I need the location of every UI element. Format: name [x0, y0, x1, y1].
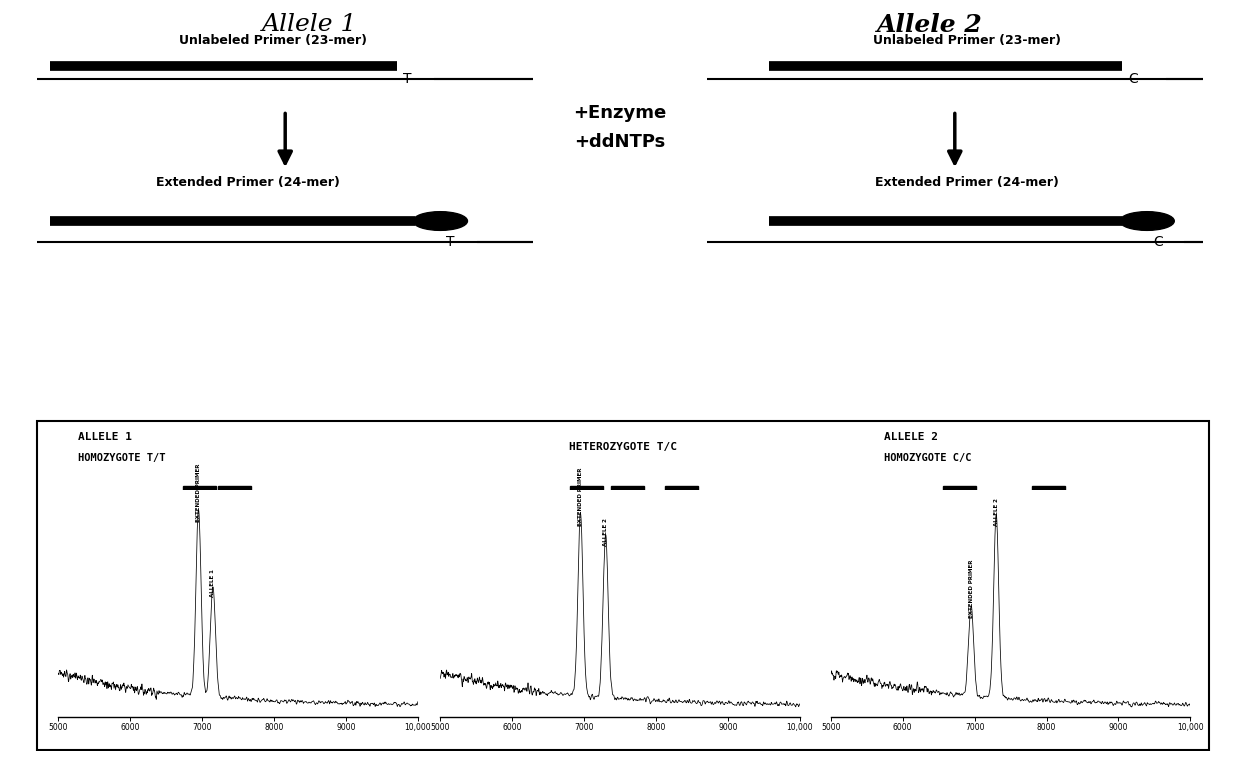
Text: ALLELE 2: ALLELE 2 — [884, 433, 937, 442]
Text: Extended Primer (24-mer): Extended Primer (24-mer) — [156, 176, 340, 190]
Text: Allele 2: Allele 2 — [877, 13, 983, 36]
Circle shape — [413, 212, 467, 231]
Text: ALLELE 1: ALLELE 1 — [211, 569, 216, 597]
Text: C: C — [1128, 71, 1138, 86]
Text: T: T — [403, 71, 412, 86]
Text: Extended Primer (24-mer): Extended Primer (24-mer) — [875, 176, 1059, 190]
Text: EXTENDED PRIMER: EXTENDED PRIMER — [196, 464, 201, 522]
Text: HETEROZYGOTE T/C: HETEROZYGOTE T/C — [569, 442, 677, 452]
Bar — [611, 486, 645, 508]
Text: ALLELE 2: ALLELE 2 — [993, 498, 998, 526]
Text: ALLELE 2: ALLELE 2 — [603, 518, 608, 546]
Text: EXTENDED PRIMER: EXTENDED PRIMER — [578, 468, 583, 526]
Text: C: C — [1153, 235, 1163, 249]
Bar — [570, 486, 603, 508]
Circle shape — [1120, 212, 1174, 231]
Text: Allele 1: Allele 1 — [263, 13, 357, 36]
Text: Unlabeled Primer (23-mer): Unlabeled Primer (23-mer) — [873, 33, 1061, 47]
Bar — [182, 486, 216, 508]
Text: +Enzyme
+ddNTPs: +Enzyme +ddNTPs — [573, 104, 667, 151]
FancyBboxPatch shape — [37, 420, 1209, 750]
Bar — [1032, 486, 1065, 508]
Text: ALLELE 1: ALLELE 1 — [78, 433, 133, 442]
Text: T: T — [446, 235, 455, 249]
Bar — [942, 486, 976, 508]
Bar — [218, 486, 252, 508]
Text: EXTENDED PRIMER: EXTENDED PRIMER — [968, 559, 973, 618]
Bar — [665, 486, 698, 508]
Text: HOMOZYGOTE T/T: HOMOZYGOTE T/T — [78, 452, 166, 462]
Text: HOMOZYGOTE C/C: HOMOZYGOTE C/C — [884, 452, 971, 462]
Text: Unlabeled Primer (23-mer): Unlabeled Primer (23-mer) — [179, 33, 367, 47]
